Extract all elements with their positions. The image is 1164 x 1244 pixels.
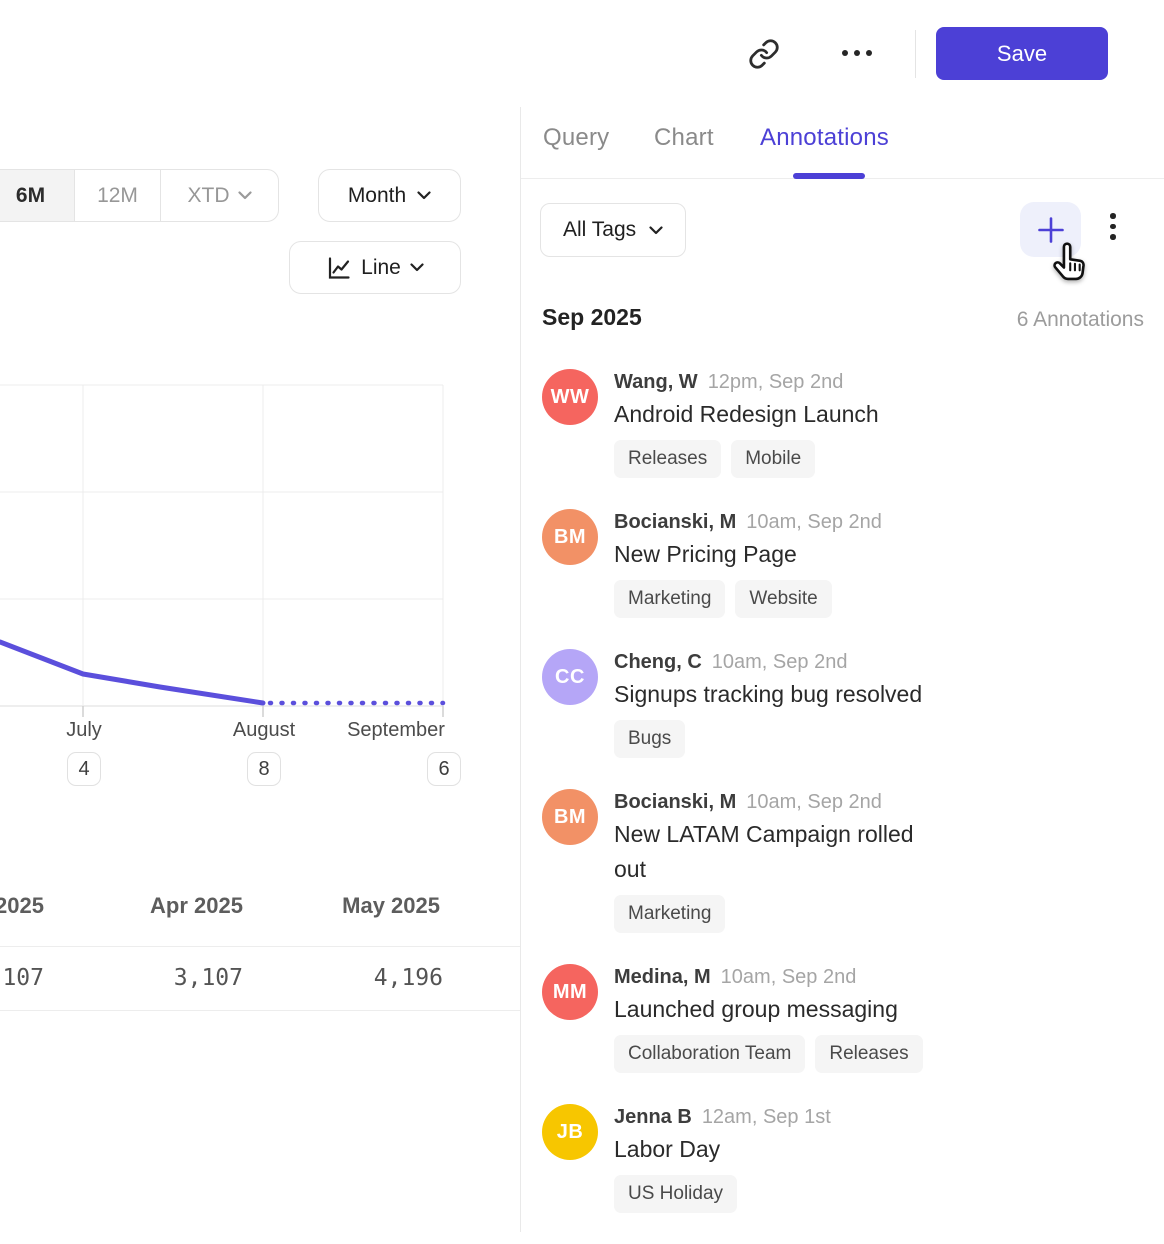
annotation-count-badge-july[interactable]: 4 <box>67 752 101 786</box>
annotation-title: Launched group messaging <box>614 996 898 1022</box>
x-axis-label-september: September <box>347 719 445 741</box>
month-group-header: Sep 2025 <box>542 304 642 330</box>
annotation-tag[interactable]: Marketing <box>614 580 726 618</box>
header-divider <box>915 30 916 78</box>
trend-chart[interactable] <box>0 377 465 722</box>
annotation-list-item[interactable]: MM Medina, M 10am, Sep 2nd Launched grou… <box>542 964 1147 1073</box>
table-header-col2: Apr 2025 <box>150 893 243 918</box>
annotation-count-badge-september[interactable]: 6 <box>427 752 461 786</box>
annotation-timestamp: 12pm, Sep 2nd <box>707 371 844 393</box>
annotations-panel: Query Chart Annotations All Tags Sep 202… <box>521 107 1164 1232</box>
table-divider <box>0 946 520 947</box>
annotation-tags: US Holiday <box>614 1175 831 1213</box>
save-button[interactable]: Save <box>936 27 1108 80</box>
annotation-list-item[interactable]: JB Jenna B 12am, Sep 1st Labor Day US Ho… <box>542 1104 1147 1213</box>
avatar: CC <box>542 649 598 705</box>
annotation-title: New Pricing Page <box>614 541 797 567</box>
annotation-tag[interactable]: Mobile <box>731 440 816 478</box>
annotation-list-item[interactable]: BM Bocianski, M 10am, Sep 2nd New Pricin… <box>542 509 1147 618</box>
chevron-down-icon <box>417 191 431 200</box>
table-value-col3: 4,196 <box>373 965 443 991</box>
annotation-list-item[interactable]: BM Bocianski, M 10am, Sep 2nd New LATAM … <box>542 789 1147 933</box>
table-value-col1: 107 <box>2 965 44 991</box>
chevron-down-icon <box>237 191 252 200</box>
table-header-col3: May 2025 <box>342 893 440 918</box>
kebab-icon <box>1110 213 1116 219</box>
annotation-author: Bocianski, M <box>614 511 737 533</box>
avatar: BM <box>542 509 598 565</box>
annotation-author: Jenna B <box>614 1106 692 1128</box>
panel-tabs: Query Chart Annotations <box>521 107 1164 179</box>
x-axis-label-july: July <box>66 719 102 741</box>
tab-annotations[interactable]: Annotations <box>760 124 889 151</box>
range-6m-button[interactable]: 6M <box>0 170 75 221</box>
avatar: MM <box>542 964 598 1020</box>
annotations-list: WW Wang, W 12pm, Sep 2nd Android Redesig… <box>542 369 1147 1244</box>
range-12m-button[interactable]: 12M <box>75 170 161 221</box>
annotation-title: New LATAM Campaign rolled out <box>614 821 914 882</box>
tags-filter-dropdown[interactable]: All Tags <box>540 203 687 257</box>
annotation-timestamp: 10am, Sep 2nd <box>746 791 882 813</box>
share-link-button[interactable] <box>746 36 782 72</box>
annotations-count: 6 Annotations <box>1016 308 1144 331</box>
range-xtd-button[interactable]: XTD <box>161 170 278 221</box>
annotation-tag[interactable]: Marketing <box>614 895 726 933</box>
line-chart-icon <box>329 256 350 279</box>
annotation-tags: Bugs <box>614 720 922 758</box>
annotation-tags: Releases Mobile <box>614 440 879 478</box>
x-axis-label-august: August <box>232 719 296 741</box>
annotation-author: Medina, M <box>614 966 711 988</box>
annotation-list-item[interactable]: WW Wang, W 12pm, Sep 2nd Android Redesig… <box>542 369 1147 478</box>
annotation-author: Cheng, C <box>614 651 702 673</box>
avatar: WW <box>542 369 598 425</box>
annotation-list-item[interactable]: CC Cheng, C 10am, Sep 2nd Signups tracki… <box>542 649 1147 758</box>
annotation-tags: Collaboration Team Releases <box>614 1035 923 1073</box>
annotation-timestamp: 10am, Sep 2nd <box>720 966 857 988</box>
interval-dropdown[interactable]: Month <box>318 169 461 222</box>
link-icon <box>749 39 779 69</box>
chart-type-dropdown[interactable]: Line <box>289 241 461 294</box>
annotation-timestamp: 10am, Sep 2nd <box>746 511 882 533</box>
table-header-col1: 2025 <box>0 893 44 918</box>
annotation-tag[interactable]: Releases <box>815 1035 923 1073</box>
chart-panel: 6M 12M XTD Month Line <box>0 107 521 1232</box>
annotation-tags: Marketing Website <box>614 580 882 618</box>
annotation-author: Wang, W <box>614 371 698 393</box>
annotation-tag[interactable]: Bugs <box>614 720 686 758</box>
tab-chart[interactable]: Chart <box>654 124 714 151</box>
annotation-timestamp: 12am, Sep 1st <box>701 1106 831 1128</box>
add-annotation-button[interactable] <box>1020 202 1081 257</box>
date-range-segmented-control: 6M 12M XTD <box>0 169 279 222</box>
annotation-tag[interactable]: Website <box>735 580 832 618</box>
more-options-button[interactable] <box>842 50 872 56</box>
ellipsis-icon <box>842 50 848 56</box>
annotation-title: Signups tracking bug resolved <box>614 681 923 707</box>
avatar: JB <box>542 1104 598 1160</box>
active-tab-underline <box>793 173 865 179</box>
top-header: Save <box>0 0 1164 108</box>
annotation-tags: Marketing <box>614 895 944 933</box>
tab-query[interactable]: Query <box>543 124 610 151</box>
annotation-tag[interactable]: US Holiday <box>614 1175 738 1213</box>
annotation-tag[interactable]: Releases <box>614 440 722 478</box>
chevron-down-icon <box>649 225 663 234</box>
chevron-down-icon <box>410 263 424 272</box>
annotation-title: Android Redesign Launch <box>614 401 879 427</box>
plus-icon <box>1037 216 1064 243</box>
chart-series-actual <box>0 639 266 706</box>
annotation-timestamp: 10am, Sep 2nd <box>711 651 848 673</box>
annotation-author: Bocianski, M <box>614 791 737 813</box>
annotation-tag[interactable]: Collaboration Team <box>614 1035 806 1073</box>
annotation-title: Labor Day <box>614 1136 721 1162</box>
table-divider <box>0 1010 520 1011</box>
avatar: BM <box>542 789 598 845</box>
annotations-menu-button[interactable] <box>1110 213 1116 240</box>
table-value-col2: 3,107 <box>173 965 243 991</box>
annotation-count-badge-august[interactable]: 8 <box>247 752 281 786</box>
